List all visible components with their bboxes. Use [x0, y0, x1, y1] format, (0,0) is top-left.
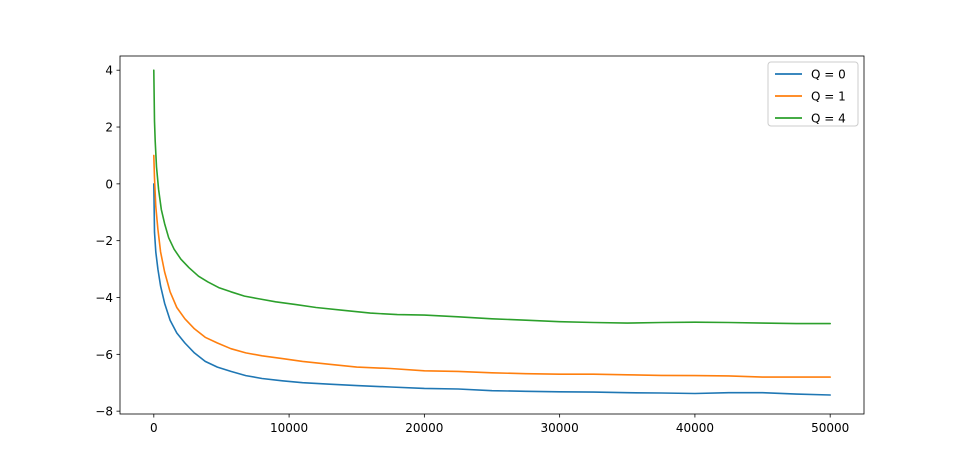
x-tick-label: 40000	[676, 421, 714, 435]
y-tick-label: −2	[95, 234, 113, 248]
legend-label-1: Q = 1	[811, 90, 846, 104]
legend-label-2: Q = 4	[811, 112, 846, 126]
x-tick-label: 50000	[811, 421, 849, 435]
x-tick-label: 20000	[405, 421, 443, 435]
x-tick-label: 10000	[270, 421, 308, 435]
axes-layer: 0 10000 20000 30000 40000 50000 4 2 0 −2 −4 −6 −8	[95, 55, 865, 435]
legend-box	[767, 61, 859, 127]
legend: Q = 0 Q = 1 Q = 4	[767, 61, 859, 127]
series-line-1	[153, 154, 832, 378]
y-tick-label: −8	[95, 405, 113, 419]
y-tick-label: 2	[105, 121, 113, 135]
series-layer	[153, 69, 832, 396]
series-line-0	[153, 183, 832, 396]
y-tick-label: −4	[95, 291, 113, 305]
y-tick-label: 4	[105, 64, 113, 78]
legend-label-0: Q = 0	[811, 68, 846, 82]
y-tick-label: −6	[95, 348, 113, 362]
plot-frame	[119, 55, 865, 415]
y-tick-label: 0	[105, 177, 113, 191]
x-tick-label: 30000	[541, 421, 579, 435]
series-line-2	[153, 69, 832, 325]
x-tick-label: 0	[150, 421, 158, 435]
